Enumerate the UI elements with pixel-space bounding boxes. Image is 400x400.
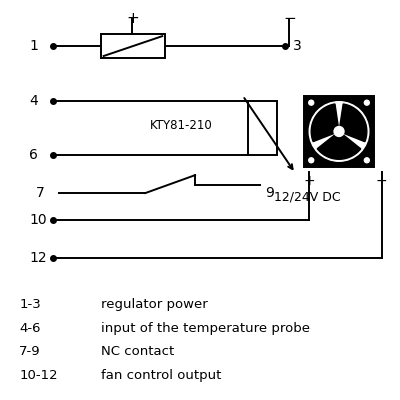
Polygon shape bbox=[311, 104, 338, 142]
Text: 12/24V DC: 12/24V DC bbox=[274, 190, 341, 204]
Text: 10-12: 10-12 bbox=[19, 369, 58, 382]
Text: regulator power: regulator power bbox=[101, 298, 208, 311]
Text: −: − bbox=[376, 174, 388, 188]
Circle shape bbox=[309, 102, 369, 161]
Bar bbox=[101, 34, 165, 58]
Polygon shape bbox=[317, 134, 361, 159]
Circle shape bbox=[306, 155, 316, 165]
Text: input of the temperature probe: input of the temperature probe bbox=[101, 322, 310, 335]
Circle shape bbox=[364, 158, 369, 163]
Text: −: − bbox=[283, 11, 296, 26]
Text: 9: 9 bbox=[266, 186, 274, 200]
Circle shape bbox=[309, 158, 314, 163]
Text: 6: 6 bbox=[29, 148, 38, 162]
Polygon shape bbox=[340, 104, 367, 142]
Bar bbox=[248, 101, 278, 155]
Circle shape bbox=[362, 155, 372, 165]
Text: NC contact: NC contact bbox=[101, 346, 174, 358]
Text: fan control output: fan control output bbox=[101, 369, 221, 382]
Text: 10: 10 bbox=[29, 213, 47, 227]
Text: +: + bbox=[126, 11, 139, 26]
Circle shape bbox=[306, 98, 316, 108]
Text: 3: 3 bbox=[293, 39, 302, 53]
Text: 4: 4 bbox=[29, 94, 38, 108]
Text: 7: 7 bbox=[36, 186, 45, 200]
Text: KTY81-210: KTY81-210 bbox=[150, 119, 213, 132]
Circle shape bbox=[309, 100, 314, 105]
Circle shape bbox=[364, 100, 369, 105]
Text: 12: 12 bbox=[29, 250, 47, 264]
Bar bbox=[304, 96, 374, 167]
Text: 1: 1 bbox=[29, 39, 38, 53]
Text: +: + bbox=[304, 174, 315, 188]
Text: 7-9: 7-9 bbox=[19, 346, 41, 358]
Circle shape bbox=[334, 126, 344, 136]
Circle shape bbox=[362, 98, 372, 108]
Text: 4-6: 4-6 bbox=[19, 322, 41, 335]
Text: 1-3: 1-3 bbox=[19, 298, 41, 311]
